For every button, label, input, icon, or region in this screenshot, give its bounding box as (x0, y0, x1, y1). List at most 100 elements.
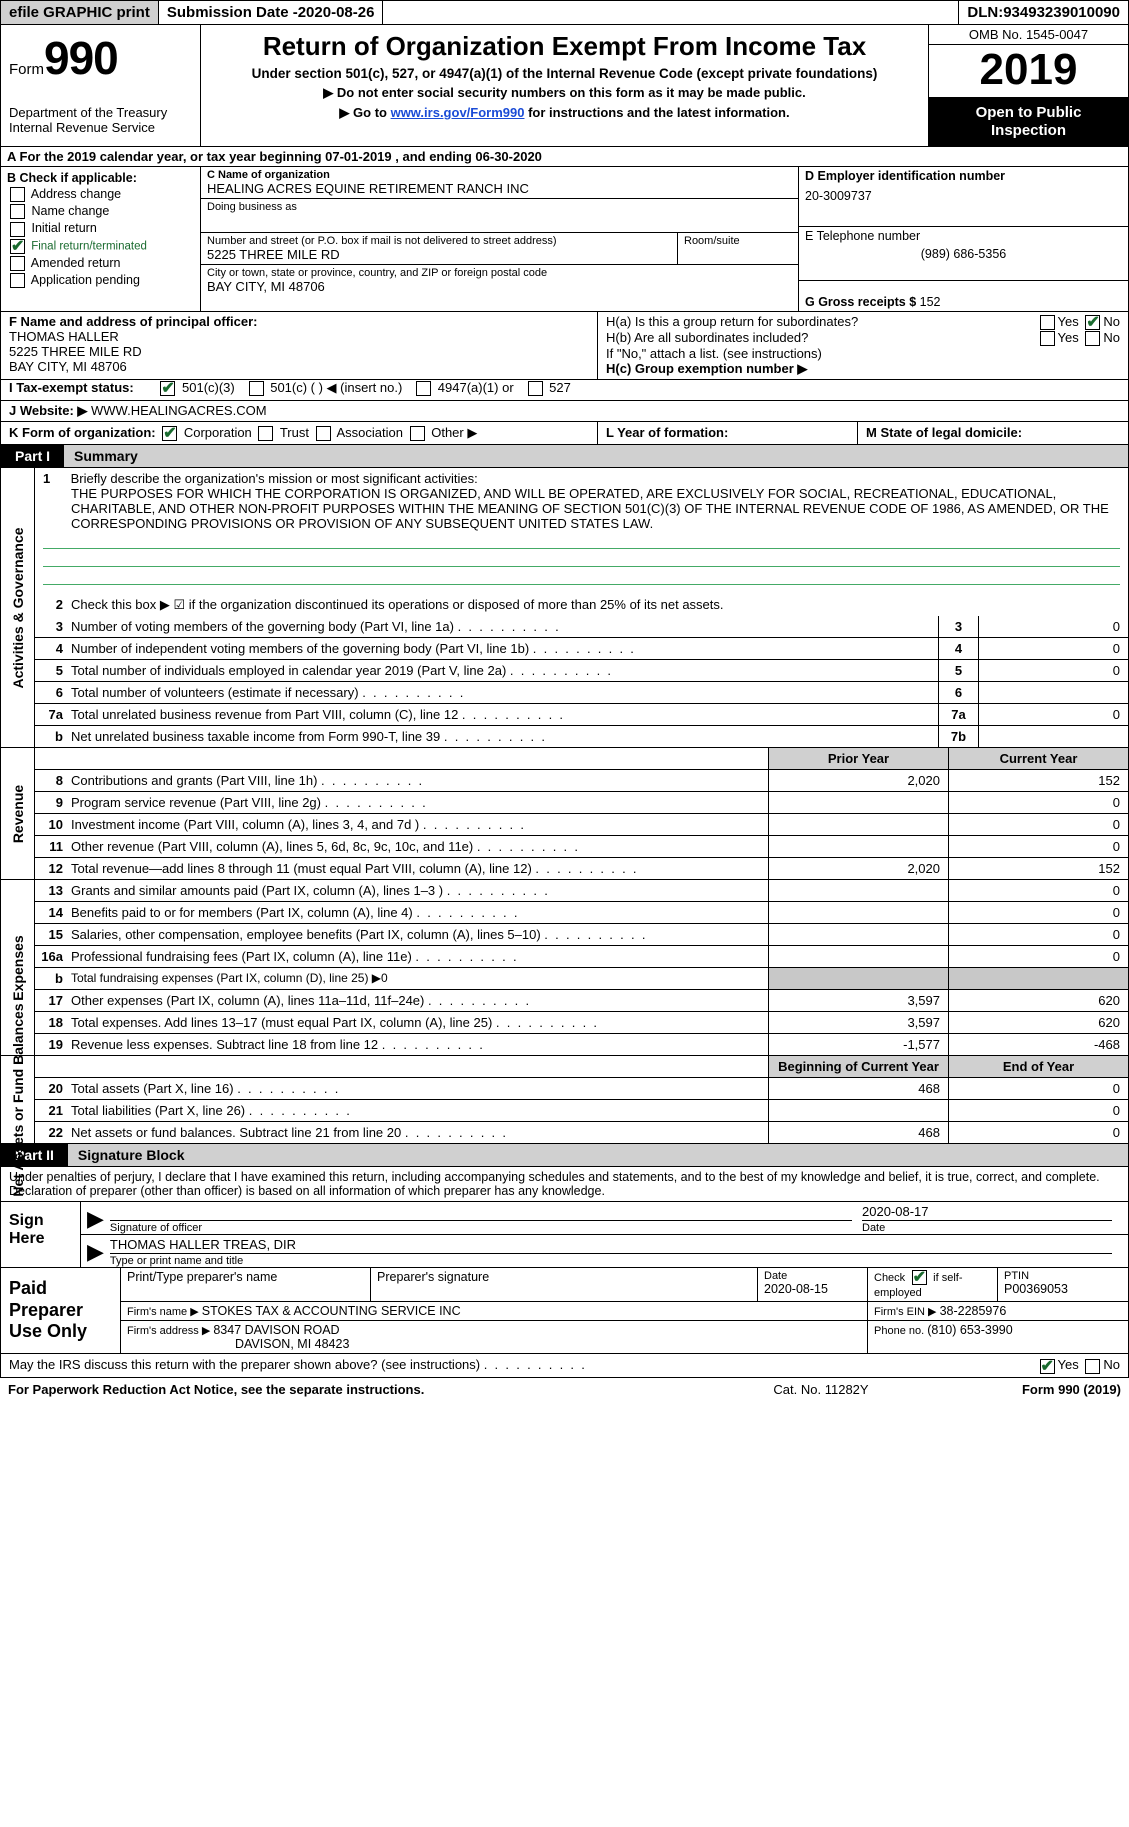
discuss-no-check[interactable] (1085, 1359, 1100, 1374)
gov-box-4: 6 (938, 682, 978, 703)
gov-txt-0: Check this box ▶ ☑ if the organization d… (69, 594, 1128, 616)
rev-lines-num-0: 8 (35, 770, 69, 791)
ptin: P00369053 (1004, 1282, 1122, 1296)
exp-lines-p-2 (768, 924, 948, 945)
mission-label: Briefly describe the organization's miss… (71, 471, 478, 486)
rev-lines-txt-0: Contributions and grants (Part VIII, lin… (69, 770, 768, 791)
ptin-label: PTIN (1004, 1270, 1122, 1282)
rev-lines-txt-3: Other revenue (Part VIII, column (A), li… (69, 836, 768, 857)
paperwork-notice: For Paperwork Reduction Act Notice, see … (8, 1382, 721, 1397)
hb-yes-check[interactable] (1040, 331, 1055, 346)
identification-block: B Check if applicable: Address change Na… (0, 167, 1129, 312)
checkb-0[interactable] (10, 187, 25, 202)
checkb-1[interactable] (10, 204, 25, 219)
net-vert-label: Net Assets or Fund Balances (10, 1003, 26, 1196)
net-lines-c-1: 0 (948, 1100, 1128, 1121)
checkb-label-0: Address change (31, 187, 121, 201)
korg-label-3: Other ▶ (431, 425, 477, 440)
governance-section: Activities & Governance 1 Briefly descri… (0, 468, 1129, 748)
discuss-row: May the IRS discuss this return with the… (0, 1354, 1129, 1377)
rev-lines-p-1 (768, 792, 948, 813)
part-2-header: Part II Signature Block (0, 1144, 1129, 1167)
firm-name-label: Firm's name ▶ (127, 1306, 202, 1318)
gov-val-6 (978, 726, 1128, 747)
l-label: L Year of formation: (606, 425, 728, 440)
firm-phone-label: Phone no. (874, 1325, 927, 1337)
checkb-3[interactable] (10, 239, 25, 254)
efile-label[interactable]: efile GRAPHIC print (1, 1, 159, 24)
exp-lines-p-7: -1,577 (768, 1034, 948, 1055)
officer-addr2: BAY CITY, MI 48706 (9, 359, 589, 374)
signature-arrow-icon: ▶ (87, 1206, 104, 1232)
form-title: Return of Organization Exempt From Incom… (207, 31, 922, 62)
exp-lines-txt-7: Revenue less expenses. Subtract line 18 … (69, 1034, 768, 1055)
discuss-yes-check[interactable] (1040, 1359, 1055, 1374)
tax-status-label: I Tax-exempt status: (9, 380, 134, 395)
checkb-2[interactable] (10, 222, 25, 237)
net-lines-num-1: 21 (35, 1100, 69, 1121)
exp-lines-p-4 (768, 968, 948, 989)
korg-3[interactable] (410, 426, 425, 441)
korg-0[interactable] (162, 426, 177, 441)
exp-lines-c-6: 620 (948, 1012, 1128, 1033)
gross-receipts-label: G Gross receipts $ (805, 295, 920, 309)
exp-lines-p-3 (768, 946, 948, 967)
street-address: 5225 THREE MILE RD (207, 247, 671, 262)
rev-lines-txt-4: Total revenue—add lines 8 through 11 (mu… (69, 858, 768, 879)
korg-1[interactable] (258, 426, 273, 441)
exp-lines-txt-5: Other expenses (Part IX, column (A), lin… (69, 990, 768, 1011)
check-b-label: B Check if applicable: (7, 171, 194, 185)
korg-2[interactable] (316, 426, 331, 441)
checkb-label-1: Name change (31, 204, 109, 218)
checkb-label-2: Initial return (31, 221, 96, 235)
prep-sig-label: Preparer's signature (371, 1268, 758, 1301)
part-1-title: Summary (64, 445, 1128, 467)
rev-lines-num-3: 11 (35, 836, 69, 857)
ha-label: H(a) Is this a group return for subordin… (606, 314, 1037, 330)
submission-date: Submission Date - 2020-08-26 (159, 1, 384, 24)
expenses-section: Expenses 13 Grants and similar amounts p… (0, 880, 1129, 1056)
ha-no-check[interactable] (1085, 315, 1100, 330)
tax-year: 2019 (929, 45, 1128, 98)
governance-vert-label: Activities & Governance (10, 527, 26, 688)
exp-lines-c-0: 0 (948, 880, 1128, 901)
firm-addr1: 8347 DAVISON ROAD (213, 1323, 339, 1337)
city-label: City or town, state or province, country… (207, 267, 792, 279)
exp-lines-num-7: 19 (35, 1034, 69, 1055)
checkb-label-5: Application pending (31, 273, 140, 287)
irs-link[interactable]: www.irs.gov/Form990 (391, 105, 525, 120)
part-1-tab: Part I (1, 445, 64, 467)
officer-addr1: 5225 THREE MILE RD (9, 344, 589, 359)
net-lines-c-0: 0 (948, 1078, 1128, 1099)
taxstatus-0[interactable] (160, 381, 175, 396)
org-name-label: C Name of organization (207, 169, 792, 181)
taxstatus-2[interactable] (416, 381, 431, 396)
gov-num-1: 3 (35, 616, 69, 637)
exp-lines-c-5: 620 (948, 990, 1128, 1011)
website-url: WWW.HEALINGACRES.COM (91, 403, 267, 418)
discuss-label: May the IRS discuss this return with the… (9, 1357, 940, 1373)
exp-lines-p-6: 3,597 (768, 1012, 948, 1033)
type-name-label: Type or print name and title (110, 1253, 1112, 1267)
gross-receipts: 152 (920, 295, 941, 309)
ha-yes-check[interactable] (1040, 315, 1055, 330)
prep-date: 2020-08-15 (764, 1282, 861, 1296)
exp-lines-txt-1: Benefits paid to or for members (Part IX… (69, 902, 768, 923)
self-employed-check[interactable] (912, 1270, 927, 1285)
officer-label: F Name and address of principal officer: (9, 314, 589, 329)
hb-no-check[interactable] (1085, 331, 1100, 346)
exp-lines-num-1: 14 (35, 902, 69, 923)
checkb-5[interactable] (10, 273, 25, 288)
paid-preparer-block: Paid Preparer Use Only Print/Type prepar… (0, 1268, 1129, 1354)
rev-lines-num-4: 12 (35, 858, 69, 879)
taxstatus-3[interactable] (528, 381, 543, 396)
firm-name: STOKES TAX & ACCOUNTING SERVICE INC (202, 1304, 461, 1318)
checkb-4[interactable] (10, 256, 25, 271)
gov-num-5: 7a (35, 704, 69, 725)
exp-lines-c-4 (948, 968, 1128, 989)
expenses-vert-label: Expenses (10, 935, 26, 1000)
gov-num-6: b (35, 726, 69, 747)
form-number: 990 (44, 32, 118, 84)
taxstatus-1[interactable] (249, 381, 264, 396)
exp-lines-p-1 (768, 902, 948, 923)
